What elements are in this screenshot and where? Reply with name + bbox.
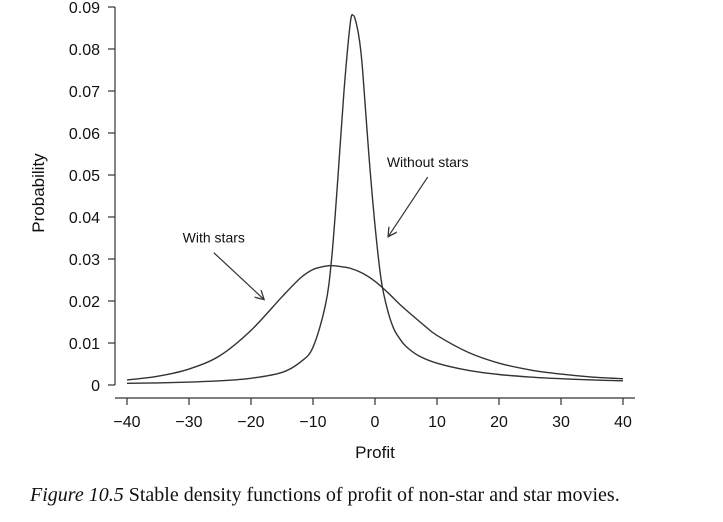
x-tick-label: 30	[552, 414, 570, 431]
y-tick-label: 0.03	[69, 252, 100, 269]
y-tick-label: 0.08	[69, 42, 100, 59]
series-line-with-stars	[126, 264, 624, 381]
y-tick-label: 0.07	[69, 84, 100, 101]
y-tick-label: 0.01	[69, 336, 100, 353]
figure-caption: Figure 10.5 Stable density functions of …	[30, 484, 720, 507]
density-chart: −40 −30 −20 −10 0 10 20 30 40 0 0.01 0.02 0.03 0.04 0.…	[29, 0, 635, 462]
y-tick-label: 0.02	[69, 294, 100, 311]
x-axis-title: Profit	[355, 443, 395, 462]
annotation-arrow-without-stars	[389, 176, 429, 236]
x-tick-label: −40	[113, 414, 140, 431]
figure-label: Figure 10.5	[30, 484, 124, 506]
annotation-arrow-with-stars	[213, 252, 264, 299]
x-tick-label: −20	[237, 414, 264, 431]
x-tick-label: −10	[299, 414, 326, 431]
figure-caption-text: Stable density functions of profit of no…	[123, 484, 620, 506]
annotation-label-with-stars: With stars	[183, 230, 245, 246]
x-tick-label: 0	[371, 414, 380, 431]
x-tick-label: 20	[490, 414, 508, 431]
series-line-without-stars	[126, 14, 624, 385]
y-tick-label: 0.09	[69, 0, 100, 17]
x-tick-label: 10	[428, 414, 446, 431]
x-tick-label: −30	[175, 414, 202, 431]
y-tick-label: 0.05	[69, 168, 100, 185]
annotation-layer: Without stars With stars	[183, 154, 469, 299]
series-layer	[126, 14, 624, 385]
annotation-label-without-stars: Without stars	[387, 154, 469, 170]
x-tick-label: 40	[614, 414, 632, 431]
y-axis-title: Probability	[29, 153, 48, 233]
y-tick-label: 0.04	[69, 210, 100, 227]
axes: −40 −30 −20 −10 0 10 20 30 40 0 0.01 0.02 0.03 0.04 0.…	[69, 0, 635, 431]
y-tick-label: 0	[91, 378, 100, 395]
y-tick-label: 0.06	[69, 126, 100, 143]
